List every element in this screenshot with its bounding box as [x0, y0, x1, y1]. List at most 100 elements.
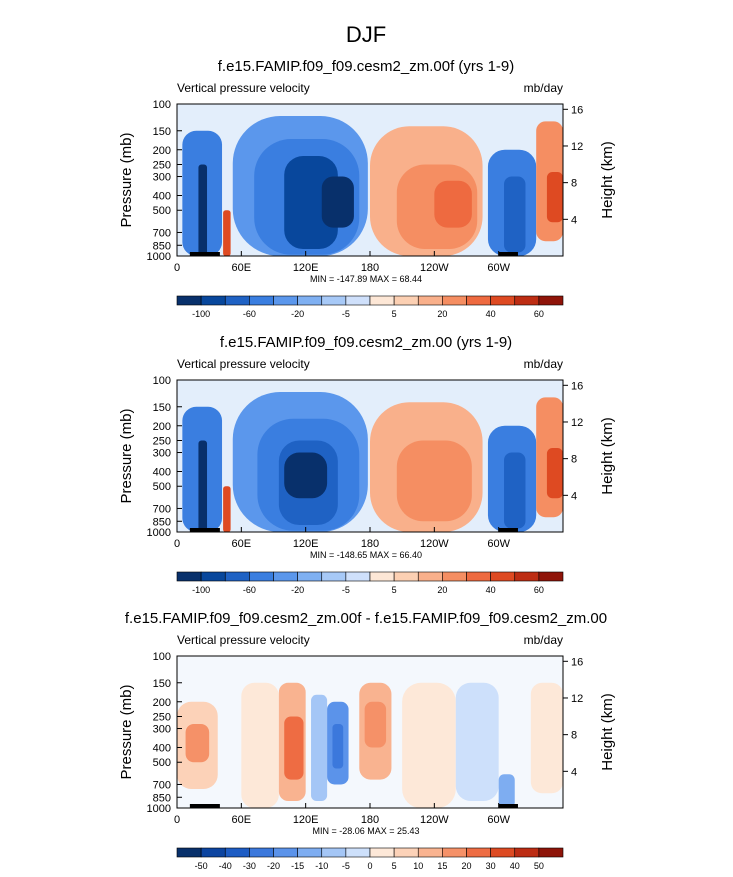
contour-region	[223, 210, 231, 256]
colorbar-swatch	[249, 295, 274, 306]
colorbar-swatch	[442, 847, 467, 858]
y-tick-label: 100	[153, 651, 171, 663]
contour-region	[504, 176, 526, 253]
colorbar-swatch	[417, 847, 443, 858]
colorbar-tick-label: 40	[510, 861, 520, 871]
min-max-stats: MIN = -28.06 MAX = 25.43	[312, 826, 419, 836]
y-tick-label: 400	[153, 467, 171, 479]
colorbar-tick-label: -60	[243, 309, 256, 319]
colorbar-swatch	[273, 847, 298, 858]
colorbar-swatch	[514, 571, 540, 582]
x-tick-label: 0	[174, 262, 180, 274]
panel-right-label: mb/day	[524, 633, 563, 647]
contour-region	[284, 452, 328, 499]
y-tick-label: 1000	[147, 251, 171, 263]
colorbar-tick-label: 40	[486, 585, 496, 595]
y-tick-label: 500	[153, 481, 171, 493]
contour-field	[177, 104, 563, 256]
contour-region	[311, 694, 328, 802]
x-tick-label: 60W	[487, 538, 510, 550]
y2-tick-label: 8	[571, 454, 577, 466]
colorbar-swatch	[224, 295, 250, 306]
y2-tick-label: 8	[571, 730, 577, 742]
colorbar-tick-label: -15	[291, 861, 304, 871]
y2-tick-label: 4	[571, 490, 577, 502]
colorbar-tick-label: 30	[486, 861, 496, 871]
y-tick-label: 300	[153, 448, 171, 460]
panel-title: f.e15.FAMIP.f09_f09.cesm2_zm.00 (yrs 1-9…	[220, 334, 512, 351]
contour-region	[198, 440, 208, 532]
topography-mask	[498, 804, 518, 808]
panel-2: f.e15.FAMIP.f09_f09.cesm2_zm.00 (yrs 1-9…	[118, 334, 616, 595]
colorbar-swatch	[442, 295, 467, 306]
panel-left-label: Vertical pressure velocity	[177, 81, 310, 95]
y-tick-label: 1000	[147, 803, 171, 815]
y2-tick-label: 12	[571, 141, 583, 153]
topography-mask	[189, 528, 220, 532]
y-tick-label: 300	[153, 172, 171, 184]
colorbar-tick-label: 10	[413, 861, 423, 871]
y-tick-label: 150	[153, 402, 171, 414]
colorbar-tick-label: -5	[342, 309, 350, 319]
colorbar-swatch	[538, 571, 564, 582]
colorbar-swatch	[345, 295, 371, 306]
contour-region	[402, 682, 456, 808]
contour-region	[321, 176, 354, 228]
min-max-stats: MIN = -148.65 MAX = 66.40	[310, 550, 422, 560]
colorbar-swatch	[393, 571, 419, 582]
y2-tick-label: 8	[571, 178, 577, 190]
colorbar-tick-label: 60	[534, 309, 544, 319]
colorbar-tick-label: -5	[342, 585, 350, 595]
contour-region	[332, 723, 344, 769]
contour-region	[498, 774, 515, 808]
colorbar-swatch	[321, 847, 347, 858]
panel-right-label: mb/day	[524, 357, 563, 371]
colorbar-swatch	[224, 847, 250, 858]
contour-field	[177, 380, 563, 532]
colorbar-tick-label: 5	[392, 309, 397, 319]
colorbar-swatch	[417, 295, 443, 306]
y2-tick-label: 12	[571, 417, 583, 429]
colorbar-swatch	[321, 571, 347, 582]
colorbar-swatch	[514, 295, 540, 306]
y-tick-label: 500	[153, 205, 171, 217]
contour-region	[284, 156, 338, 250]
colorbar: -100 -60 -20 -5 5 20 40 60	[176, 571, 564, 595]
y-tick-label: 1000	[147, 527, 171, 539]
colorbar-swatch	[442, 571, 467, 582]
y-tick-label: 700	[153, 503, 171, 515]
y2-axis-label: Height (km)	[599, 693, 616, 771]
colorbar-swatch	[273, 571, 298, 582]
topography-mask	[189, 252, 220, 256]
colorbar-swatch	[200, 295, 226, 306]
colorbar-swatch	[417, 571, 443, 582]
colorbar-swatch	[369, 847, 395, 858]
x-tick-label: 120E	[293, 814, 319, 826]
colorbar-tick-label: -30	[243, 861, 256, 871]
contour-region	[546, 447, 563, 499]
y-tick-label: 100	[153, 99, 171, 111]
y-tick-label: 500	[153, 757, 171, 769]
y-tick-label: 400	[153, 743, 171, 755]
colorbar-swatch	[297, 847, 323, 858]
y2-tick-label: 12	[571, 693, 583, 705]
y-tick-label: 700	[153, 227, 171, 239]
colorbar-swatch	[466, 847, 491, 858]
topography-mask	[189, 804, 220, 808]
y-tick-label: 300	[153, 724, 171, 736]
panel-left-label: Vertical pressure velocity	[177, 357, 310, 371]
colorbar-swatch	[297, 295, 323, 306]
colorbar-tick-label: 20	[461, 861, 471, 871]
contour-region	[364, 701, 387, 748]
colorbar-swatch	[514, 847, 540, 858]
x-tick-label: 0	[174, 814, 180, 826]
colorbar-swatch	[321, 295, 347, 306]
colorbar-tick-label: -100	[192, 585, 210, 595]
colorbar-swatch	[200, 571, 226, 582]
y2-axis-label: Height (km)	[599, 417, 616, 495]
panel-right-label: mb/day	[524, 81, 563, 95]
colorbar-swatch	[224, 571, 250, 582]
x-tick-label: 180	[361, 814, 379, 826]
colorbar-swatch	[176, 847, 202, 858]
